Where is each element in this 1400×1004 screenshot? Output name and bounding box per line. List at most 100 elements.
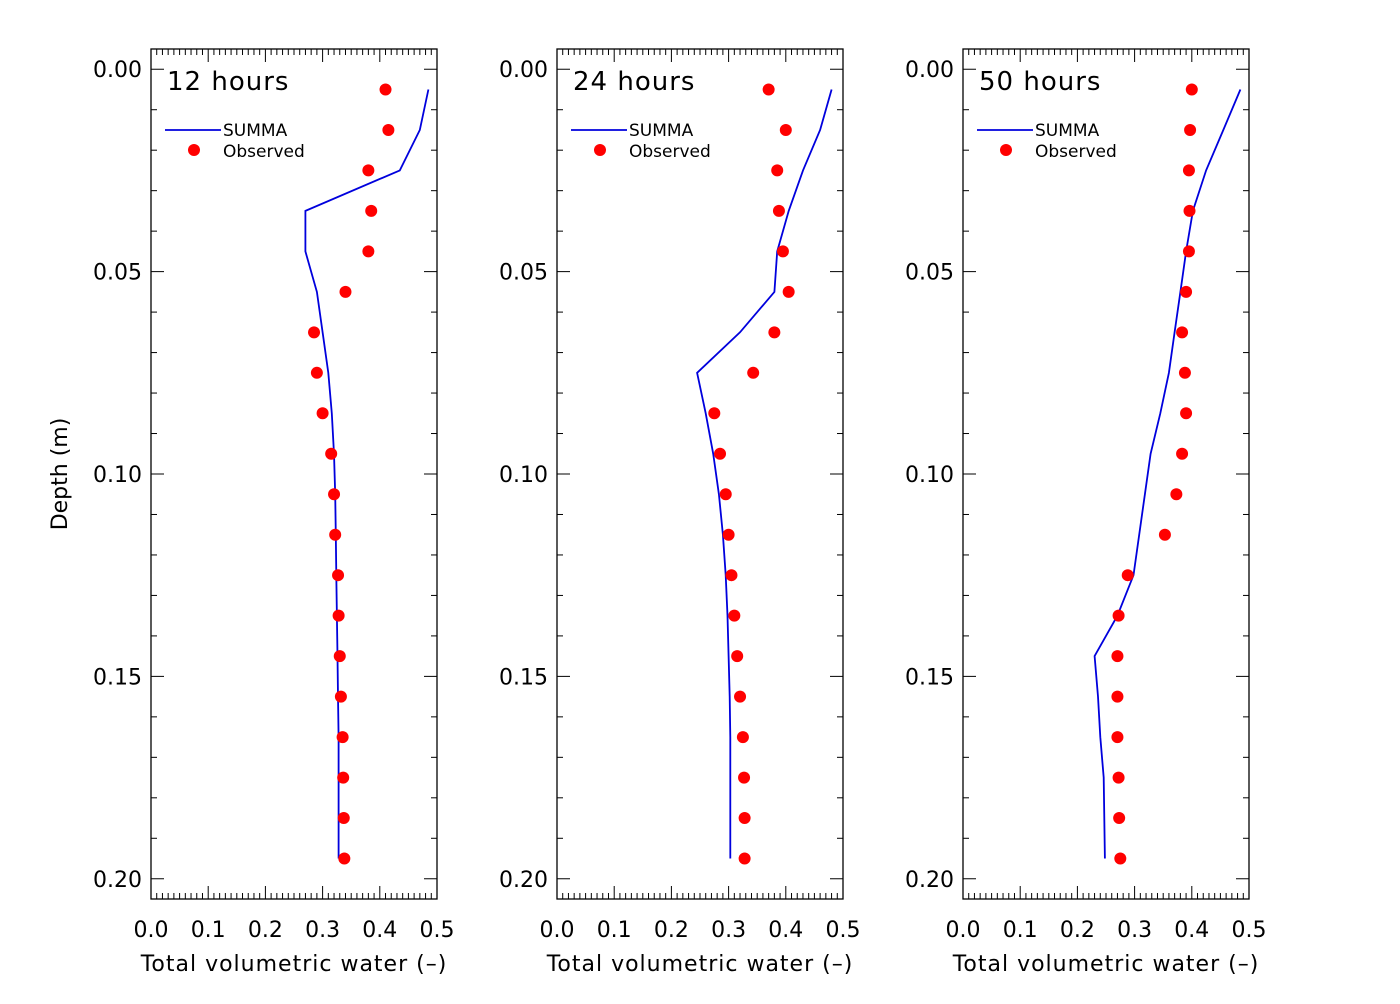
observed-point [338,852,351,865]
x-axis-label: Total volumetric water (–) [546,952,854,977]
observed-point [1114,852,1127,865]
observed-point [336,731,349,744]
plot-frame-3 [962,48,1250,900]
summa-line [304,89,430,859]
x-tick-label: 0.1 [1003,918,1038,943]
x-axis-label: Total volumetric water (–) [952,952,1260,977]
observed-point [332,609,345,622]
observed-point [1182,164,1195,177]
summa-line [1093,89,1242,859]
observed-point [1176,326,1189,339]
observed-point [1184,123,1197,136]
panel-title: 12 hours [167,67,289,97]
observed-point [738,812,751,825]
panel-title: 24 hours [573,67,695,97]
observed-point [1185,83,1198,96]
y-axis-label: Depth (m) [48,418,73,531]
y-tick-label: 0.15 [499,665,548,690]
observed-point [379,83,392,96]
x-tick-label: 0.1 [191,918,226,943]
x-tick-label: 0.3 [305,918,340,943]
observed-point [714,447,727,460]
observed-point [771,164,784,177]
legend-point-swatch [188,144,200,156]
legend-label-observed: Observed [223,142,305,162]
observed-point [738,852,751,865]
legend-point-swatch [594,144,606,156]
y-tick-label: 0.05 [905,261,954,286]
observed-point [362,164,375,177]
observed-point [1180,407,1193,420]
observed-point [736,731,749,744]
observed-point [382,123,395,136]
y-tick-label: 0.05 [93,261,142,286]
observed-point [1121,569,1134,582]
y-tick-label: 0.05 [499,261,548,286]
y-tick-label: 0.00 [93,58,142,83]
observed-point [365,204,378,217]
x-tick-label: 0.3 [711,918,746,943]
observed-point [1180,285,1193,298]
observed-point [722,528,735,541]
observed-point [1158,528,1171,541]
y-tick-label: 0.15 [905,665,954,690]
x-tick-label: 0.0 [946,918,981,943]
observed-point [308,326,321,339]
x-tick-label: 0.4 [1174,918,1209,943]
y-tick-label: 0.10 [499,463,548,488]
y-tick-label: 0.20 [905,868,954,893]
legend-label-summa: SUMMA [223,121,288,141]
observed-point [1112,771,1125,784]
y-tick-label: 0.10 [905,463,954,488]
observed-point [738,771,751,784]
legend-label-summa: SUMMA [1035,121,1100,141]
observed-point [725,569,738,582]
observed-point [731,650,744,663]
x-tick-label: 0.1 [597,918,632,943]
x-tick-label: 0.5 [420,918,455,943]
observed-point [332,569,345,582]
observed-point [1182,245,1195,258]
observed-point [328,488,341,501]
summa-line [696,89,833,859]
y-tick-label: 0.15 [93,665,142,690]
observed-point [1111,731,1124,744]
observed-point [782,285,795,298]
observed-point [762,83,775,96]
plot-frame-1 [150,48,438,900]
observed-point [310,366,323,379]
observed-point [776,245,789,258]
observed-point [316,407,329,420]
x-tick-label: 0.2 [248,918,283,943]
observed-point [325,447,338,460]
legend-label-observed: Observed [1035,142,1117,162]
observed-point [1183,204,1196,217]
y-tick-label: 0.20 [93,868,142,893]
x-tick-label: 0.0 [540,918,575,943]
observed-point [329,528,342,541]
observed-point [1111,650,1124,663]
x-tick-label: 0.5 [826,918,861,943]
x-tick-label: 0.3 [1117,918,1152,943]
observed-point [768,326,781,339]
x-tick-label: 0.2 [654,918,689,943]
observed-point [337,812,350,825]
y-tick-label: 0.00 [905,58,954,83]
observed-point [708,407,721,420]
observed-point [339,285,352,298]
y-tick-label: 0.10 [93,463,142,488]
observed-point [734,690,747,703]
legend-point-swatch [1000,144,1012,156]
x-tick-label: 0.0 [134,918,169,943]
observed-point [728,609,741,622]
panel-title: 50 hours [979,67,1101,97]
observed-point [1178,366,1191,379]
x-tick-label: 0.4 [362,918,397,943]
observed-point [1113,812,1126,825]
observed-point [779,123,792,136]
observed-point [333,650,346,663]
observed-point [362,245,375,258]
x-tick-label: 0.2 [1060,918,1095,943]
